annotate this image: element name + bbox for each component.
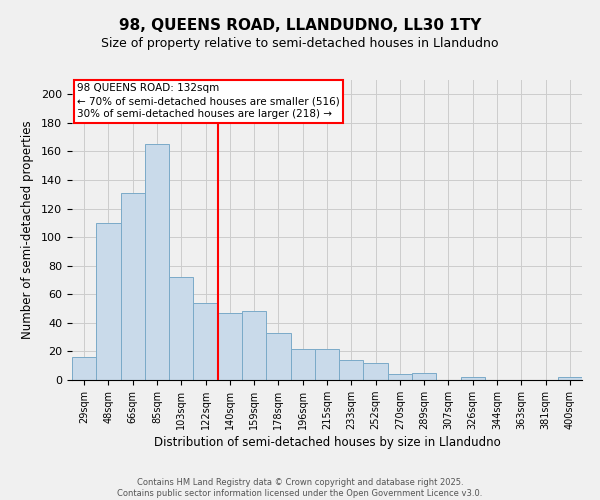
Bar [339,360,364,380]
Y-axis label: Number of semi-detached properties: Number of semi-detached properties [21,120,34,340]
Text: Size of property relative to semi-detached houses in Llandudno: Size of property relative to semi-detach… [101,38,499,51]
Text: Contains HM Land Registry data © Crown copyright and database right 2025.
Contai: Contains HM Land Registry data © Crown c… [118,478,482,498]
Bar [290,348,315,380]
Bar [315,348,339,380]
Bar [412,373,436,380]
Bar [96,223,121,380]
Text: 98, QUEENS ROAD, LLANDUDNO, LL30 1TY: 98, QUEENS ROAD, LLANDUDNO, LL30 1TY [119,18,481,32]
Bar [72,357,96,380]
Bar [364,363,388,380]
Bar [242,312,266,380]
Bar [388,374,412,380]
Text: 98 QUEENS ROAD: 132sqm
← 70% of semi-detached houses are smaller (516)
30% of se: 98 QUEENS ROAD: 132sqm ← 70% of semi-det… [77,83,340,120]
Bar [193,303,218,380]
X-axis label: Distribution of semi-detached houses by size in Llandudno: Distribution of semi-detached houses by … [154,436,500,449]
Bar [558,377,582,380]
Bar [461,377,485,380]
Bar [121,193,145,380]
Bar [169,277,193,380]
Bar [218,313,242,380]
Bar [145,144,169,380]
Bar [266,333,290,380]
